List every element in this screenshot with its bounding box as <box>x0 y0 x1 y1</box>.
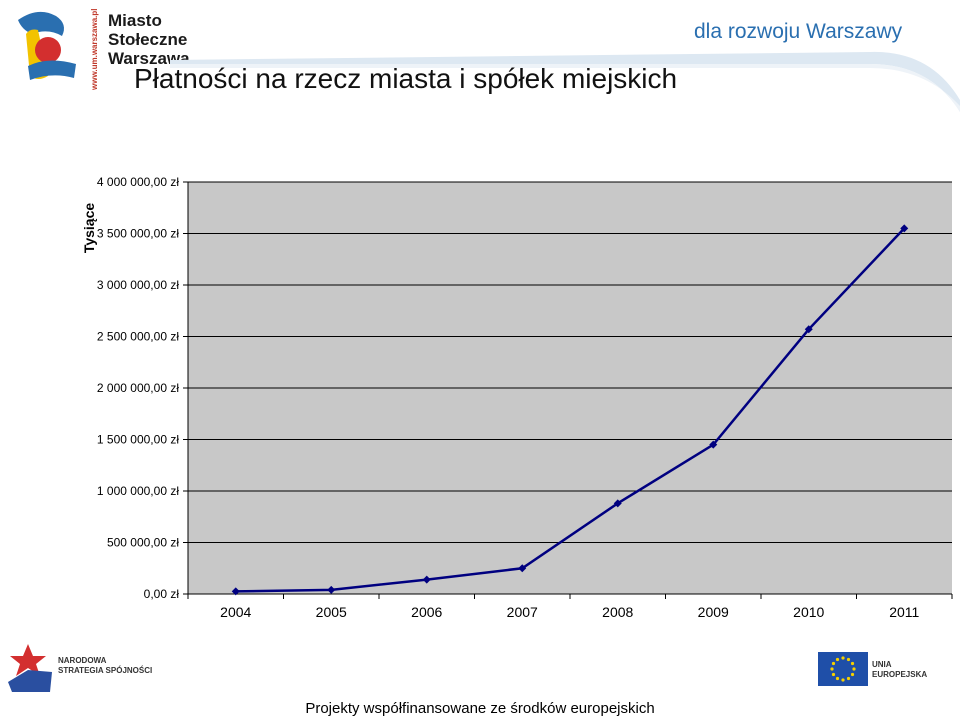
city-badge-icon <box>18 11 76 80</box>
nss-star-icon <box>8 644 52 692</box>
y-tick-label: 3 500 000,00 zł <box>97 227 179 241</box>
x-tick-label: 2008 <box>602 604 633 620</box>
city-name-line3: Warszawa <box>108 49 190 68</box>
x-tick-label: 2007 <box>507 604 538 620</box>
x-tick-label: 2011 <box>889 604 919 620</box>
data-point <box>613 499 622 508</box>
eu-flag-icon <box>818 652 868 686</box>
x-tick-label: 2009 <box>698 604 729 620</box>
x-tick-label: 2010 <box>793 604 824 620</box>
footer-text: Projekty współfinansowane ze środków eur… <box>305 700 655 717</box>
y-tick-label: 2 500 000,00 zł <box>97 330 179 344</box>
y-axis-title: Tysiące <box>81 203 97 254</box>
header-swoosh-decoration <box>170 51 960 112</box>
data-point <box>231 587 240 596</box>
y-tick-label: 1 500 000,00 zł <box>97 433 179 447</box>
eu-line2: EUROPEJSKA <box>872 670 928 679</box>
nss-line1: NARODOWA <box>58 656 107 665</box>
x-tick-label: 2005 <box>316 604 347 620</box>
data-point <box>804 325 813 334</box>
data-point <box>709 440 718 449</box>
y-tick-label: 2 000 000,00 zł <box>97 381 179 395</box>
x-tick-label: 2004 <box>220 604 251 620</box>
eu-logo: UNIA EUROPEJSKA <box>818 652 958 688</box>
city-name-line1: Miasto <box>108 11 162 30</box>
data-point <box>900 224 909 233</box>
x-tick-label: 2006 <box>411 604 442 620</box>
nss-logo: NARODOWA STRATEGIA SPÓJNOŚCI <box>6 642 156 694</box>
slogan: dla rozwoju Warszawy <box>694 20 903 43</box>
data-point <box>327 585 336 594</box>
series-line <box>235 227 906 593</box>
data-point <box>422 575 431 584</box>
city-url: www.um.warszawa.pl <box>90 8 99 90</box>
y-tick-label: 500 000,00 zł <box>107 536 179 550</box>
nss-line2: STRATEGIA SPÓJNOŚCI <box>58 666 153 675</box>
city-name-line2: Stołeczne <box>108 30 188 49</box>
y-tick-label: 3 000 000,00 zł <box>97 278 179 292</box>
y-tick-label: 1 000 000,00 zł <box>97 484 179 498</box>
y-tick-label: 0,00 zł <box>144 587 180 601</box>
y-tick-label: 4 000 000,00 zł <box>97 175 179 189</box>
page-title: Płatności na rzecz miasta i spółek miejs… <box>134 63 678 94</box>
data-point <box>518 564 527 573</box>
payments-line-chart: Tysiące 0,00 zł 500 000,00 zł 1 000 000,00… <box>81 175 953 620</box>
eu-line1: UNIA <box>872 660 892 669</box>
city-logo: www.um.warszawa.pl Miasto Stołeczne Wars… <box>8 6 190 90</box>
